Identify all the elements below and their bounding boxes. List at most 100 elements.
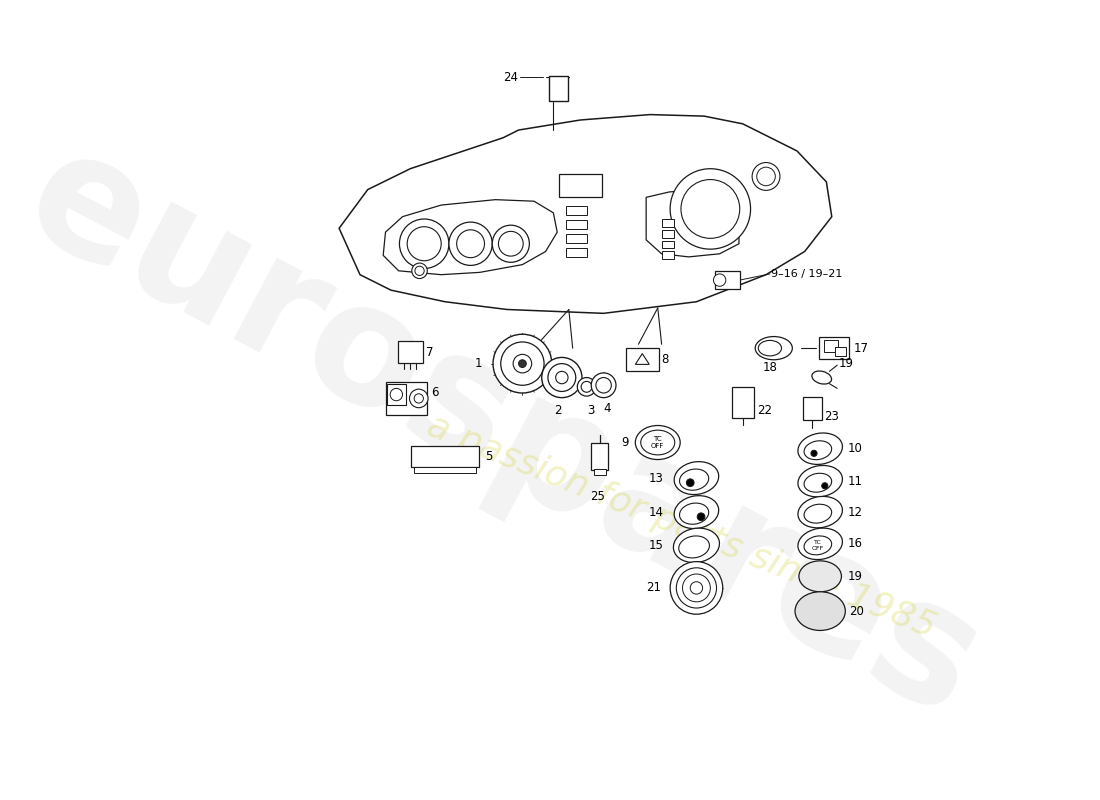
Text: 12: 12 [847, 506, 862, 518]
Circle shape [548, 364, 575, 391]
Bar [414, 467, 476, 474]
Bar [565, 220, 587, 229]
Circle shape [407, 226, 441, 261]
Ellipse shape [798, 528, 843, 559]
Ellipse shape [636, 426, 680, 459]
Polygon shape [646, 190, 739, 257]
Text: 21: 21 [647, 582, 661, 594]
Circle shape [811, 450, 817, 457]
Circle shape [690, 582, 703, 594]
Ellipse shape [756, 337, 792, 360]
Bar [661, 230, 674, 238]
Circle shape [676, 568, 716, 608]
Text: 8: 8 [661, 354, 669, 366]
Circle shape [411, 263, 427, 278]
Ellipse shape [680, 503, 708, 524]
Bar [550, 76, 568, 101]
Ellipse shape [680, 469, 708, 490]
Ellipse shape [673, 528, 719, 562]
Circle shape [752, 162, 780, 190]
Circle shape [556, 371, 568, 384]
Circle shape [686, 479, 694, 486]
Text: 15: 15 [649, 539, 664, 552]
Ellipse shape [798, 466, 843, 497]
Text: 9–16 / 19–21: 9–16 / 19–21 [771, 269, 843, 279]
Bar [824, 340, 838, 352]
Circle shape [492, 225, 529, 262]
Circle shape [409, 389, 428, 408]
Circle shape [541, 358, 582, 398]
Circle shape [493, 334, 552, 393]
Text: 14: 14 [649, 506, 664, 518]
Bar [565, 234, 587, 243]
Text: 2: 2 [554, 403, 562, 417]
Text: 24: 24 [504, 71, 518, 84]
Circle shape [822, 482, 828, 489]
Text: 10: 10 [847, 442, 862, 455]
Circle shape [714, 274, 726, 286]
Ellipse shape [799, 561, 842, 592]
Circle shape [596, 378, 612, 393]
Circle shape [513, 354, 531, 373]
Text: TC
OFF: TC OFF [651, 436, 664, 449]
Ellipse shape [674, 462, 718, 494]
Text: a passion for parts since 1985: a passion for parts since 1985 [421, 408, 940, 644]
Bar [398, 341, 422, 363]
Text: 3: 3 [586, 403, 594, 417]
Text: 5: 5 [485, 450, 493, 463]
Ellipse shape [804, 536, 832, 555]
Circle shape [578, 378, 596, 396]
Text: 22: 22 [757, 403, 772, 417]
Ellipse shape [804, 474, 832, 492]
Bar [387, 384, 406, 406]
Ellipse shape [758, 341, 781, 356]
Circle shape [670, 169, 750, 249]
Bar [594, 469, 606, 475]
Text: eurospares: eurospares [0, 114, 1006, 753]
Text: 17: 17 [854, 342, 868, 354]
Polygon shape [339, 114, 832, 314]
Ellipse shape [812, 371, 832, 384]
Circle shape [500, 342, 544, 386]
Text: 16: 16 [847, 538, 862, 550]
Bar [565, 248, 587, 257]
Text: 4: 4 [604, 402, 612, 415]
Circle shape [682, 574, 711, 602]
Text: 23: 23 [824, 410, 839, 422]
Text: TC
OFF: TC OFF [812, 540, 824, 550]
Bar [626, 348, 659, 371]
Circle shape [697, 513, 705, 521]
Bar [661, 219, 674, 226]
Bar [715, 271, 739, 290]
Circle shape [498, 231, 524, 256]
Bar [559, 174, 602, 198]
Ellipse shape [798, 496, 843, 528]
Text: 1: 1 [475, 357, 482, 370]
Text: 9: 9 [620, 436, 628, 449]
Bar [732, 387, 754, 418]
Polygon shape [383, 200, 558, 274]
Text: 7: 7 [426, 346, 433, 358]
Circle shape [591, 373, 616, 398]
Bar [661, 251, 674, 259]
Ellipse shape [679, 536, 710, 558]
Circle shape [390, 388, 403, 401]
Bar [661, 241, 674, 248]
Text: 19: 19 [847, 570, 862, 583]
Ellipse shape [804, 504, 832, 523]
Circle shape [670, 562, 723, 614]
Circle shape [415, 266, 425, 275]
Text: 6: 6 [431, 386, 439, 398]
Ellipse shape [640, 430, 674, 455]
Bar [565, 206, 587, 215]
Circle shape [581, 382, 592, 392]
Text: 25: 25 [590, 490, 605, 503]
Bar [820, 338, 849, 359]
Text: 18: 18 [762, 361, 778, 374]
Bar [411, 446, 480, 467]
Text: 20: 20 [849, 605, 865, 618]
Circle shape [681, 179, 739, 238]
Bar [386, 382, 427, 414]
Text: 11: 11 [847, 474, 862, 488]
Bar [803, 397, 822, 420]
